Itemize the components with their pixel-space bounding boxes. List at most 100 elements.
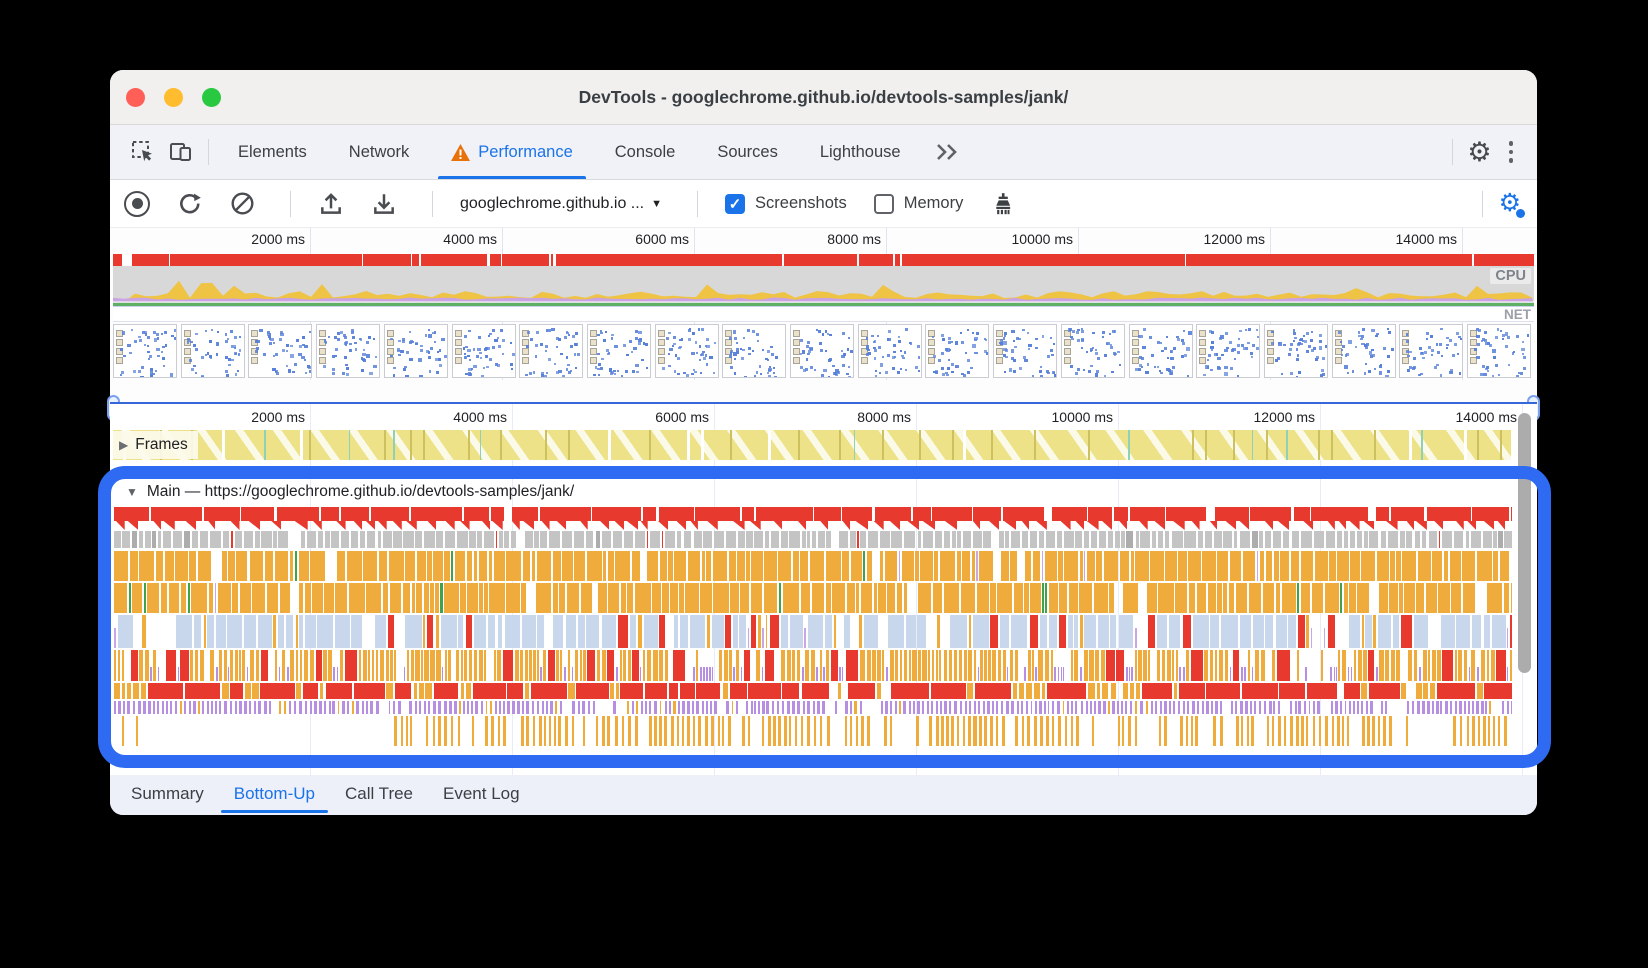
flame-event[interactable]: [922, 650, 927, 681]
flame-event[interactable]: [1440, 701, 1443, 714]
flame-event[interactable]: [503, 701, 506, 714]
flame-event[interactable]: [1095, 650, 1100, 681]
flame-event[interactable]: [350, 615, 363, 648]
flame-event[interactable]: [556, 650, 559, 681]
flame-event[interactable]: [825, 650, 830, 681]
flame-event[interactable]: [697, 716, 701, 746]
download-profile-icon[interactable]: [371, 191, 397, 217]
flame-event[interactable]: [710, 701, 713, 714]
flame-row-tasks-gray[interactable]: [114, 531, 1512, 548]
flame-event[interactable]: [931, 650, 935, 681]
flame-event[interactable]: [1249, 507, 1291, 521]
screenshot-thumbnail[interactable]: [113, 324, 177, 378]
flame-event[interactable]: [664, 701, 667, 714]
flame-event[interactable]: [184, 701, 187, 714]
flame-event[interactable]: [653, 701, 657, 714]
flame-event[interactable]: [1016, 701, 1020, 714]
flame-event[interactable]: [266, 583, 279, 613]
flame-event[interactable]: [1349, 583, 1356, 613]
flame-event[interactable]: [203, 615, 206, 648]
flame-event[interactable]: [861, 583, 872, 613]
flame-event[interactable]: [1042, 583, 1045, 613]
flame-event[interactable]: [1039, 701, 1042, 714]
flame-event[interactable]: [1171, 531, 1183, 548]
tab-call-tree[interactable]: Call Tree: [330, 775, 428, 815]
flame-event[interactable]: [249, 701, 252, 714]
flame-event[interactable]: [1405, 716, 1409, 746]
flame-event[interactable]: [236, 551, 248, 581]
flame-event[interactable]: [540, 507, 591, 521]
flame-event[interactable]: [997, 583, 1012, 613]
flame-event[interactable]: [553, 615, 564, 648]
flame-event[interactable]: [725, 531, 736, 548]
screenshot-thumbnail[interactable]: [1263, 324, 1328, 378]
flame-event[interactable]: [394, 650, 397, 681]
flame-event[interactable]: [1182, 667, 1185, 681]
flame-event[interactable]: [889, 716, 893, 746]
flame-event[interactable]: [200, 650, 205, 681]
flame-event[interactable]: [114, 650, 117, 681]
flame-event[interactable]: [114, 551, 128, 581]
flame-event[interactable]: [370, 701, 374, 714]
flame-event[interactable]: [1423, 683, 1428, 699]
flame-event[interactable]: [430, 650, 435, 681]
flame-event[interactable]: [979, 551, 994, 581]
flame-event[interactable]: [1006, 701, 1009, 714]
flame-event[interactable]: [598, 583, 608, 613]
device-toolbar-icon[interactable]: [162, 133, 200, 171]
screenshot-thumbnail[interactable]: [248, 324, 313, 378]
flame-event[interactable]: [714, 701, 717, 714]
flame-event[interactable]: [661, 531, 663, 548]
flame-event[interactable]: [549, 716, 552, 746]
flame-event[interactable]: [1385, 650, 1390, 681]
flame-event[interactable]: [573, 551, 586, 581]
flame-event[interactable]: [699, 583, 713, 613]
flame-event[interactable]: [1300, 716, 1304, 746]
flame-event[interactable]: [595, 716, 599, 746]
flame-event[interactable]: [261, 531, 272, 548]
flame-event[interactable]: [745, 701, 748, 714]
flame-event[interactable]: [1074, 650, 1079, 681]
flame-event[interactable]: [780, 615, 789, 648]
flame-event[interactable]: [202, 701, 205, 714]
flame-event[interactable]: [1453, 716, 1456, 746]
flame-event[interactable]: [644, 615, 658, 648]
flame-event[interactable]: [703, 531, 713, 548]
flame-event[interactable]: [1476, 683, 1484, 699]
flame-event[interactable]: [1047, 683, 1087, 699]
flame-event[interactable]: [430, 583, 434, 613]
flame-event[interactable]: [764, 551, 777, 581]
flame-event[interactable]: [915, 551, 919, 581]
flame-event[interactable]: [193, 701, 196, 714]
flame-event[interactable]: [693, 531, 702, 548]
flame-event[interactable]: [1182, 615, 1192, 648]
flame-event[interactable]: [1330, 667, 1332, 681]
flame-event[interactable]: [1417, 551, 1431, 581]
flame-event[interactable]: [1045, 551, 1057, 581]
flame-event[interactable]: [825, 551, 842, 581]
flame-event[interactable]: [1063, 667, 1065, 681]
flame-event[interactable]: [435, 615, 439, 648]
flame-event[interactable]: [615, 551, 631, 581]
flame-event[interactable]: [737, 531, 745, 548]
flame-event[interactable]: [1511, 701, 1512, 714]
flame-event[interactable]: [393, 531, 402, 548]
flame-event[interactable]: [243, 531, 253, 548]
flame-event[interactable]: [1241, 716, 1244, 746]
flame-event[interactable]: [845, 701, 848, 714]
tab-lighthouse[interactable]: Lighthouse: [799, 125, 922, 179]
flame-event[interactable]: [653, 650, 658, 681]
flame-event[interactable]: [1233, 531, 1238, 548]
flame-event[interactable]: [940, 551, 956, 581]
memory-checkbox[interactable]: [873, 193, 894, 214]
flame-event[interactable]: [418, 701, 422, 714]
flame-event[interactable]: [534, 531, 539, 548]
flame-event[interactable]: [209, 650, 215, 681]
flame-event[interactable]: [1121, 531, 1125, 548]
flame-event[interactable]: [1300, 583, 1311, 613]
flame-event[interactable]: [526, 701, 529, 714]
flame-event[interactable]: [1076, 716, 1080, 746]
flame-event[interactable]: [1045, 583, 1047, 613]
flame-event[interactable]: [525, 683, 530, 699]
flame-event[interactable]: [1482, 531, 1492, 548]
